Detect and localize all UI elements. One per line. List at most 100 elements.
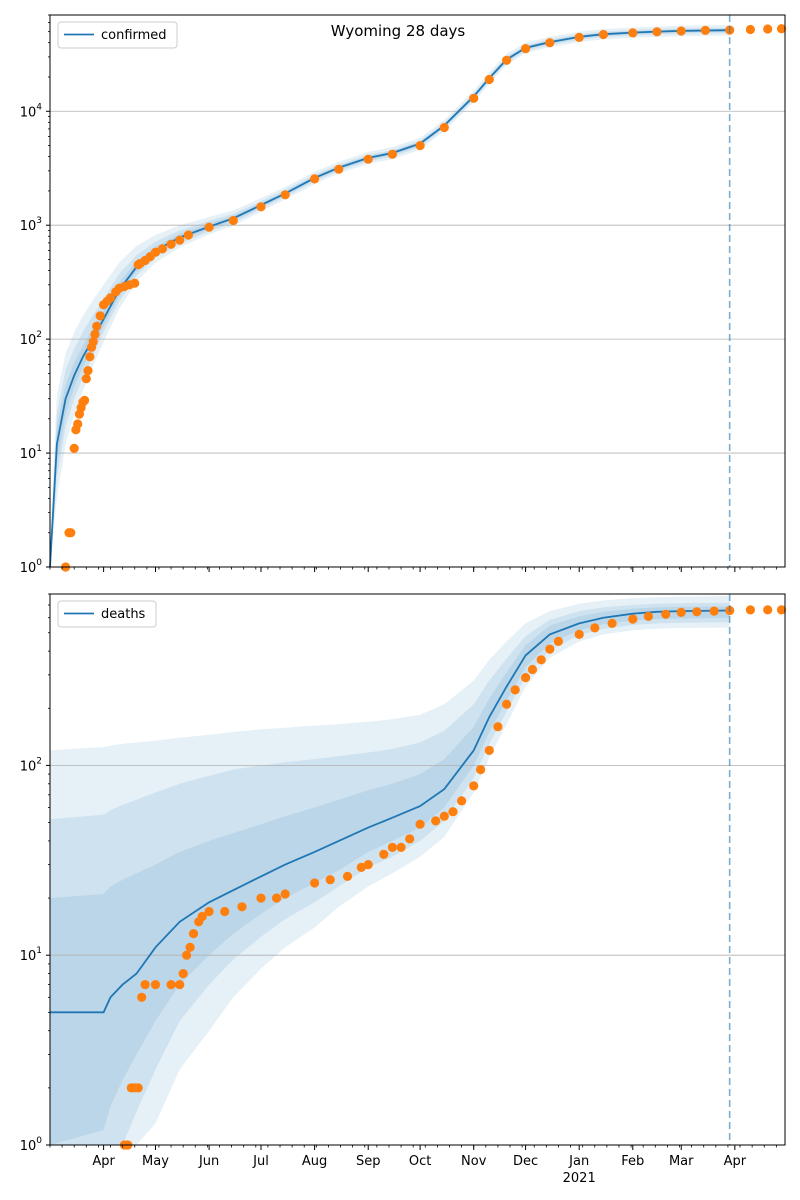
confirmed-observed-point <box>574 32 584 43</box>
deaths-xtick-label: Apr <box>724 1154 747 1169</box>
confirmed-uncertainty-bands <box>50 25 730 568</box>
confirmed-ytick-label: 102 <box>20 330 42 348</box>
deaths-observed-point <box>325 875 335 885</box>
deaths-observed-point <box>476 765 486 775</box>
confirmed-observed-point <box>484 74 494 85</box>
deaths-observed-points <box>119 605 787 1150</box>
confirmed-legend-label: confirmed <box>101 28 167 43</box>
confirmed-observed-point <box>776 24 787 34</box>
confirmed-observed-point <box>83 366 93 376</box>
deaths-observed-point <box>521 673 531 683</box>
deaths-observed-point <box>510 685 520 695</box>
confirmed-observed-point <box>81 374 91 384</box>
deaths-observed-point <box>188 929 199 939</box>
deaths-observed-point <box>415 819 425 829</box>
tick-base: 10 <box>20 759 37 774</box>
deaths-observed-point <box>643 611 654 622</box>
deaths-uncertainty-bands <box>50 596 730 1145</box>
confirmed-observed-point <box>66 528 76 538</box>
confirmed-observed-point <box>387 149 397 159</box>
deaths-frame <box>49 593 786 1146</box>
confirmed-observed-point <box>280 190 290 200</box>
tick-exponent: 0 <box>36 1136 42 1146</box>
confirmed-observed-points <box>61 24 787 572</box>
deaths-observed-point <box>545 644 555 654</box>
deaths-observed-point <box>178 969 188 979</box>
confirmed-observed-point <box>90 329 100 339</box>
deaths-model-line <box>50 609 730 1014</box>
deaths-xtick-label: Feb <box>621 1154 644 1169</box>
deaths-observed-point <box>553 636 564 647</box>
deaths-observed-point <box>493 722 503 732</box>
tick-base: 10 <box>20 949 37 964</box>
deaths-observed-point <box>590 623 600 633</box>
deaths-xtick-label: Aug <box>302 1154 327 1169</box>
deaths-observed-point <box>484 745 494 756</box>
deaths-observed-point <box>607 618 617 629</box>
deaths-observed-point <box>661 609 671 619</box>
deaths-observed-point <box>676 607 686 618</box>
confirmed-legend-box <box>57 21 178 49</box>
deaths-observed-point <box>280 889 290 899</box>
deaths-xtick-label: Oct <box>409 1154 431 1169</box>
deaths-observed-point <box>220 906 230 917</box>
confirmed-observed-point <box>130 278 140 288</box>
deaths-xyear-label: 2021 <box>563 1171 596 1186</box>
deaths-observed-point <box>140 980 150 990</box>
confirmed-observed-point <box>85 352 95 362</box>
deaths-observed-point <box>379 849 389 859</box>
confirmed-band-3 <box>50 28 730 568</box>
deaths-observed-point <box>150 980 161 990</box>
deaths-xtick-label: Jun <box>198 1154 219 1169</box>
deaths-observed-point <box>448 807 458 817</box>
deaths-observed-point <box>175 980 185 990</box>
deaths-observed-point <box>502 699 512 709</box>
confirmed-ytick-label: 104 <box>20 102 43 120</box>
confirmed-band-2 <box>50 27 730 568</box>
deaths-observed-point <box>356 862 366 873</box>
confirmed-observed-point <box>157 244 167 254</box>
tick-base: 10 <box>20 219 37 234</box>
tick-exponent: 3 <box>36 216 42 226</box>
deaths-xtick-label: Mar <box>669 1154 694 1169</box>
confirmed-observed-point <box>521 44 531 54</box>
confirmed-observed-point <box>469 93 479 103</box>
deaths-observed-point <box>133 1083 143 1093</box>
deaths-observed-point <box>204 906 214 917</box>
deaths-observed-point <box>439 811 449 821</box>
deaths-observed-point <box>256 893 266 903</box>
deaths-legend-label: deaths <box>101 607 146 622</box>
deaths-observed-point <box>396 842 406 853</box>
tick-exponent: 2 <box>36 756 42 766</box>
tick-exponent: 1 <box>36 444 42 454</box>
confirmed-model-line <box>49 29 730 568</box>
confirmed-observed-point <box>745 24 756 35</box>
confirmed-observed-point <box>628 28 638 38</box>
confirmed-observed-point <box>363 154 373 164</box>
deaths-xtick-label: Dec <box>513 1154 538 1169</box>
confirmed-observed-point <box>700 25 711 35</box>
confirmed-gridlines <box>50 110 785 568</box>
confirmed-observed-point <box>166 239 176 249</box>
confirmed-observed-point <box>80 395 90 405</box>
confirmed-observed-point <box>334 164 344 174</box>
deaths-observed-point <box>237 902 247 912</box>
confirmed-observed-point <box>183 230 193 240</box>
confirmed-observed-point <box>439 122 449 133</box>
deaths-observed-point <box>182 950 192 960</box>
confirmed-observed-point <box>676 26 686 36</box>
deaths-legend-box <box>57 600 157 628</box>
deaths-xtick-label: Nov <box>461 1154 487 1169</box>
deaths-observed-point <box>185 942 195 952</box>
tick-exponent: 4 <box>36 102 42 112</box>
tick-exponent: 0 <box>36 558 42 568</box>
deaths-observed-point <box>166 980 176 990</box>
deaths-observed-point <box>342 871 353 882</box>
confirmed-observed-point <box>105 293 116 303</box>
deaths-ytick-label: 100 <box>20 1136 43 1154</box>
tick-base: 10 <box>20 1139 37 1154</box>
